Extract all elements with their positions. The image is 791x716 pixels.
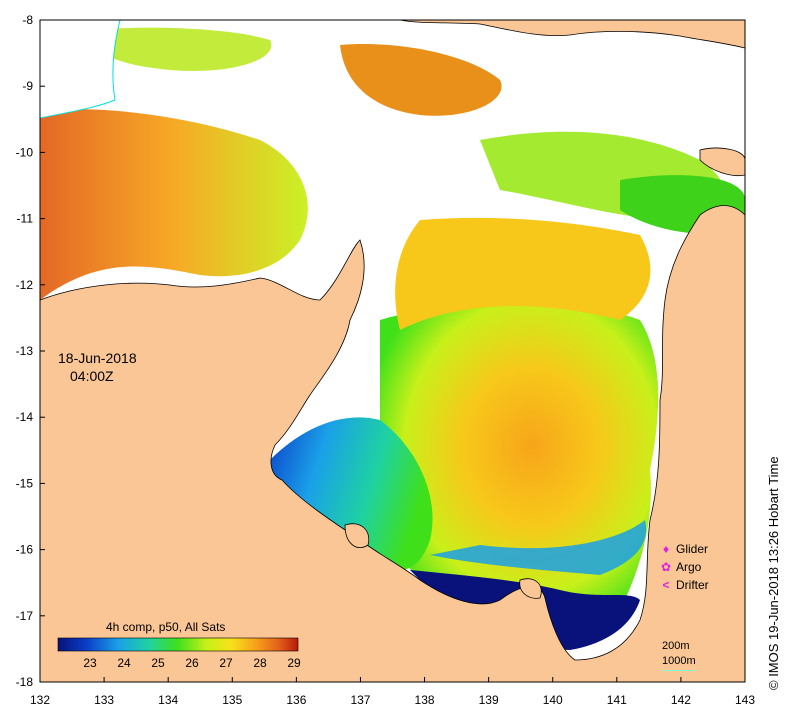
x-tick-label: 143	[735, 693, 755, 707]
sst-south-mid	[430, 520, 647, 575]
colorbar-tick-label: 23	[83, 656, 97, 670]
argo-icon: ✿	[660, 560, 672, 574]
drifter-icon: <	[662, 578, 670, 592]
colorbar-tick-label: 29	[287, 656, 301, 670]
land-island-groote	[519, 578, 542, 599]
y-tick-label: -18	[16, 675, 34, 689]
y-tick-label: -9	[22, 79, 33, 93]
depth-contour-swatch	[662, 670, 696, 671]
legend-glider-label: Glider	[676, 542, 709, 556]
y-tick-label: -13	[16, 344, 34, 358]
sst-north-patch	[340, 44, 502, 116]
x-tick-label: 135	[222, 693, 242, 707]
land-australia	[39, 205, 746, 683]
axis-ticks: 132 133 134 135 136 137 138 139 140 141 142 143 -8 -9…	[16, 13, 756, 707]
colorbar	[57, 637, 299, 652]
x-tick-label: 137	[350, 693, 370, 707]
y-tick-label: -12	[16, 278, 34, 292]
legend-argo-label: Argo	[676, 560, 702, 574]
sst-cool-shelf	[270, 417, 433, 571]
x-tick-label: 134	[158, 693, 178, 707]
colorbar-tick-label: 24	[117, 656, 131, 670]
colorbar-title: 4h comp, p50, All Sats	[106, 620, 226, 634]
x-tick-label: 133	[94, 693, 114, 707]
sst-west-band	[40, 109, 308, 300]
legend-glider: ♦ Glider	[660, 542, 708, 556]
y-tick-label: -14	[16, 410, 34, 424]
x-tick-label: 140	[543, 693, 563, 707]
legend-drifter-label: Drifter	[676, 578, 709, 592]
x-tick-label: 138	[415, 693, 435, 707]
y-tick-label: -15	[16, 476, 34, 490]
colorbar-tick-label: 27	[219, 656, 233, 670]
sst-south-band	[395, 217, 651, 330]
legend-argo: ✿ Argo	[660, 560, 701, 574]
land-island-sw	[344, 523, 370, 549]
map-date: 18-Jun-2018	[58, 350, 137, 366]
y-tick-label: -8	[22, 13, 33, 27]
legend-drifter: < Drifter	[660, 578, 709, 592]
y-tick-label: -16	[16, 543, 34, 557]
y-tick-label: -17	[16, 609, 34, 623]
x-tick-label: 141	[607, 693, 627, 707]
x-tick-label: 132	[30, 693, 50, 707]
land-new-guinea	[399, 19, 746, 49]
depth-200m-label: 200m	[662, 640, 690, 652]
imos-credit: © IMOS 19-Jun-2018 13:26 Hobart Time	[766, 456, 781, 690]
x-tick-label: 136	[286, 693, 306, 707]
colorbar-tick-label: 26	[185, 656, 199, 670]
land-timor	[39, 19, 121, 119]
colorbar-tick-label: 28	[253, 656, 267, 670]
glider-icon: ♦	[662, 542, 670, 556]
x-tick-label: 139	[479, 693, 499, 707]
map-time: 04:00Z	[70, 368, 114, 384]
y-tick-label: -10	[16, 145, 34, 159]
colorbar-tick-label: 25	[151, 656, 165, 670]
y-tick-label: -11	[17, 212, 34, 226]
depth-1000m-label: 1000m	[662, 655, 696, 667]
x-tick-label: 142	[671, 693, 691, 707]
sst-north-green	[90, 27, 272, 71]
